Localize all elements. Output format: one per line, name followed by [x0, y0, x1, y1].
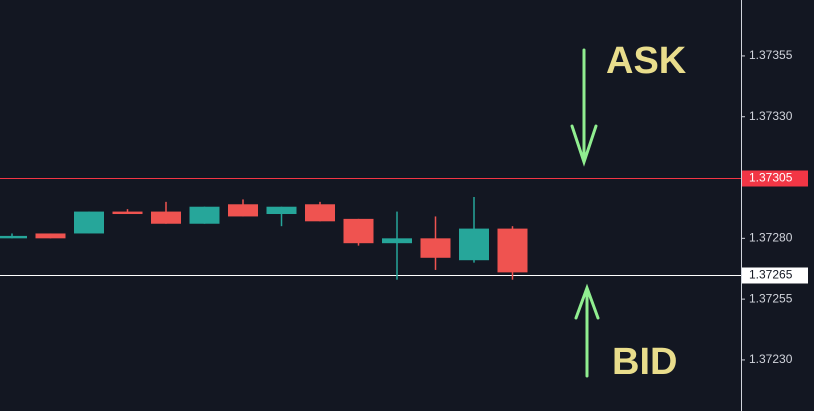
candle-body — [151, 211, 181, 224]
candle-body — [228, 204, 258, 217]
candle-body — [266, 206, 297, 215]
y-tick-label: 1.37230 — [749, 352, 793, 366]
bid-annotation: BID — [612, 341, 677, 383]
candle-body — [343, 218, 374, 244]
candle-body — [112, 211, 143, 215]
candle-body — [189, 206, 220, 224]
y-tick-label: 1.37280 — [749, 231, 793, 245]
candle-body — [497, 228, 528, 273]
candle-body — [0, 235, 27, 239]
candle-body — [459, 228, 489, 261]
y-tick-label: 1.37330 — [749, 109, 793, 123]
y-tick-label: 1.37255 — [749, 291, 793, 305]
ask-price-label: 1.37305 — [749, 171, 793, 185]
candle-body — [382, 238, 412, 244]
ask-price-box — [742, 170, 808, 187]
ask-arrow — [570, 48, 598, 167]
ask-annotation: ASK — [606, 40, 687, 82]
candle-body — [74, 211, 104, 234]
bid-arrow — [574, 283, 600, 378]
candle-body — [305, 204, 335, 222]
bid-price-box — [742, 267, 808, 284]
bid-price-label: 1.37265 — [749, 268, 793, 282]
candle-body — [35, 233, 66, 239]
y-tick-label: 1.37355 — [749, 48, 793, 62]
candle-body — [420, 238, 451, 258]
